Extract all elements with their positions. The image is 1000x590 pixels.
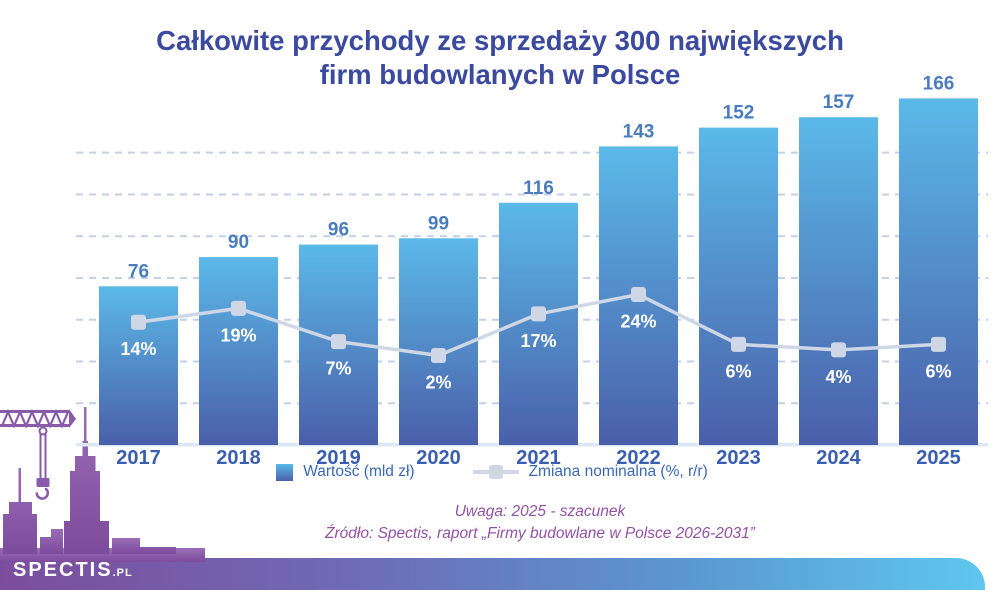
- bar-2023: [699, 127, 778, 446]
- svg-text:2022: 2022: [616, 447, 661, 469]
- legend-item-line: Zmiana nominalna (%, r/r): [472, 463, 708, 481]
- legend-line-label: Zmiana nominalna (%, r/r): [528, 463, 708, 480]
- svg-text:2%: 2%: [425, 372, 451, 392]
- spectis-logo: SPECTIS.PL: [13, 559, 133, 582]
- bar-2024: [799, 117, 878, 446]
- svg-text:14%: 14%: [120, 339, 156, 359]
- svg-text:17%: 17%: [520, 331, 556, 351]
- svg-text:143: 143: [623, 121, 655, 142]
- svg-text:4%: 4%: [825, 367, 851, 387]
- svg-text:152: 152: [723, 103, 755, 124]
- x-axis-labels: 2017 2018 2019 2020 2021 2022 2023 2024 2025: [116, 447, 961, 469]
- logo-name: SPECTIS: [13, 559, 113, 581]
- crane-icon: [0, 409, 76, 500]
- legend-bar-label: Wartość (mld zł): [303, 463, 415, 480]
- svg-text:166: 166: [923, 73, 955, 94]
- svg-text:6%: 6%: [925, 361, 951, 381]
- footnotes: Uwaga: 2025 - szacunek Źródło: Spectis, …: [90, 501, 990, 545]
- chart-legend: Wartość (mld zł) Zmiana nominalna (%, r/…: [0, 463, 984, 481]
- svg-text:2023: 2023: [716, 447, 761, 469]
- bar-value-labels: 76 90 96 99 116 143 152 157 166: [128, 73, 954, 282]
- building-skyscraper: [64, 407, 109, 554]
- note-estimate: Uwaga: 2025 - szacunek: [454, 503, 626, 520]
- pct-labels: 14% 19% 7% 2% 17% 24% 6% 4% 6%: [120, 312, 951, 393]
- svg-text:19%: 19%: [220, 325, 256, 345]
- svg-text:7%: 7%: [325, 359, 351, 379]
- bar-2025: [899, 98, 978, 445]
- bar-2018: [199, 257, 278, 445]
- svg-text:157: 157: [823, 92, 855, 113]
- svg-text:2017: 2017: [116, 447, 161, 469]
- building-right-annex: [112, 538, 176, 554]
- bars: [99, 98, 978, 446]
- building-left-tower: [3, 468, 37, 554]
- legend-item-bars: Wartość (mld zł): [276, 463, 415, 481]
- svg-text:2019: 2019: [316, 447, 361, 469]
- svg-text:6%: 6%: [725, 361, 751, 381]
- svg-text:2020: 2020: [416, 447, 461, 469]
- svg-text:2025: 2025: [916, 447, 961, 469]
- city-skyline-silhouette: [0, 407, 205, 562]
- svg-text:90: 90: [228, 232, 249, 253]
- svg-text:96: 96: [328, 220, 349, 241]
- bar-2017: [99, 286, 178, 445]
- svg-text:76: 76: [128, 261, 149, 282]
- bar-swatch-icon: [276, 463, 294, 481]
- svg-text:2018: 2018: [216, 447, 261, 469]
- chart-title-line2: firm budowlanych w Polsce: [319, 59, 681, 90]
- chart-title-line1: Całkowite przychody ze sprzedaży 300 naj…: [156, 25, 844, 56]
- svg-text:24%: 24%: [620, 312, 656, 332]
- bar-2020: [399, 238, 478, 445]
- chart-title: Całkowite przychody ze sprzedaży 300 naj…: [0, 24, 1000, 92]
- footer-band: [0, 550, 985, 590]
- pct-change-markers: [131, 287, 946, 363]
- svg-text:116: 116: [523, 178, 554, 199]
- svg-text:2021: 2021: [516, 447, 561, 469]
- note-source: Źródło: Spectis, raport „Firmy budowlane…: [325, 525, 755, 542]
- building-mid-blocks: [40, 529, 63, 554]
- svg-text:99: 99: [428, 213, 449, 234]
- svg-text:2024: 2024: [816, 447, 861, 469]
- logo-suffix: .PL: [112, 567, 133, 579]
- line-marker-icon: [472, 465, 519, 479]
